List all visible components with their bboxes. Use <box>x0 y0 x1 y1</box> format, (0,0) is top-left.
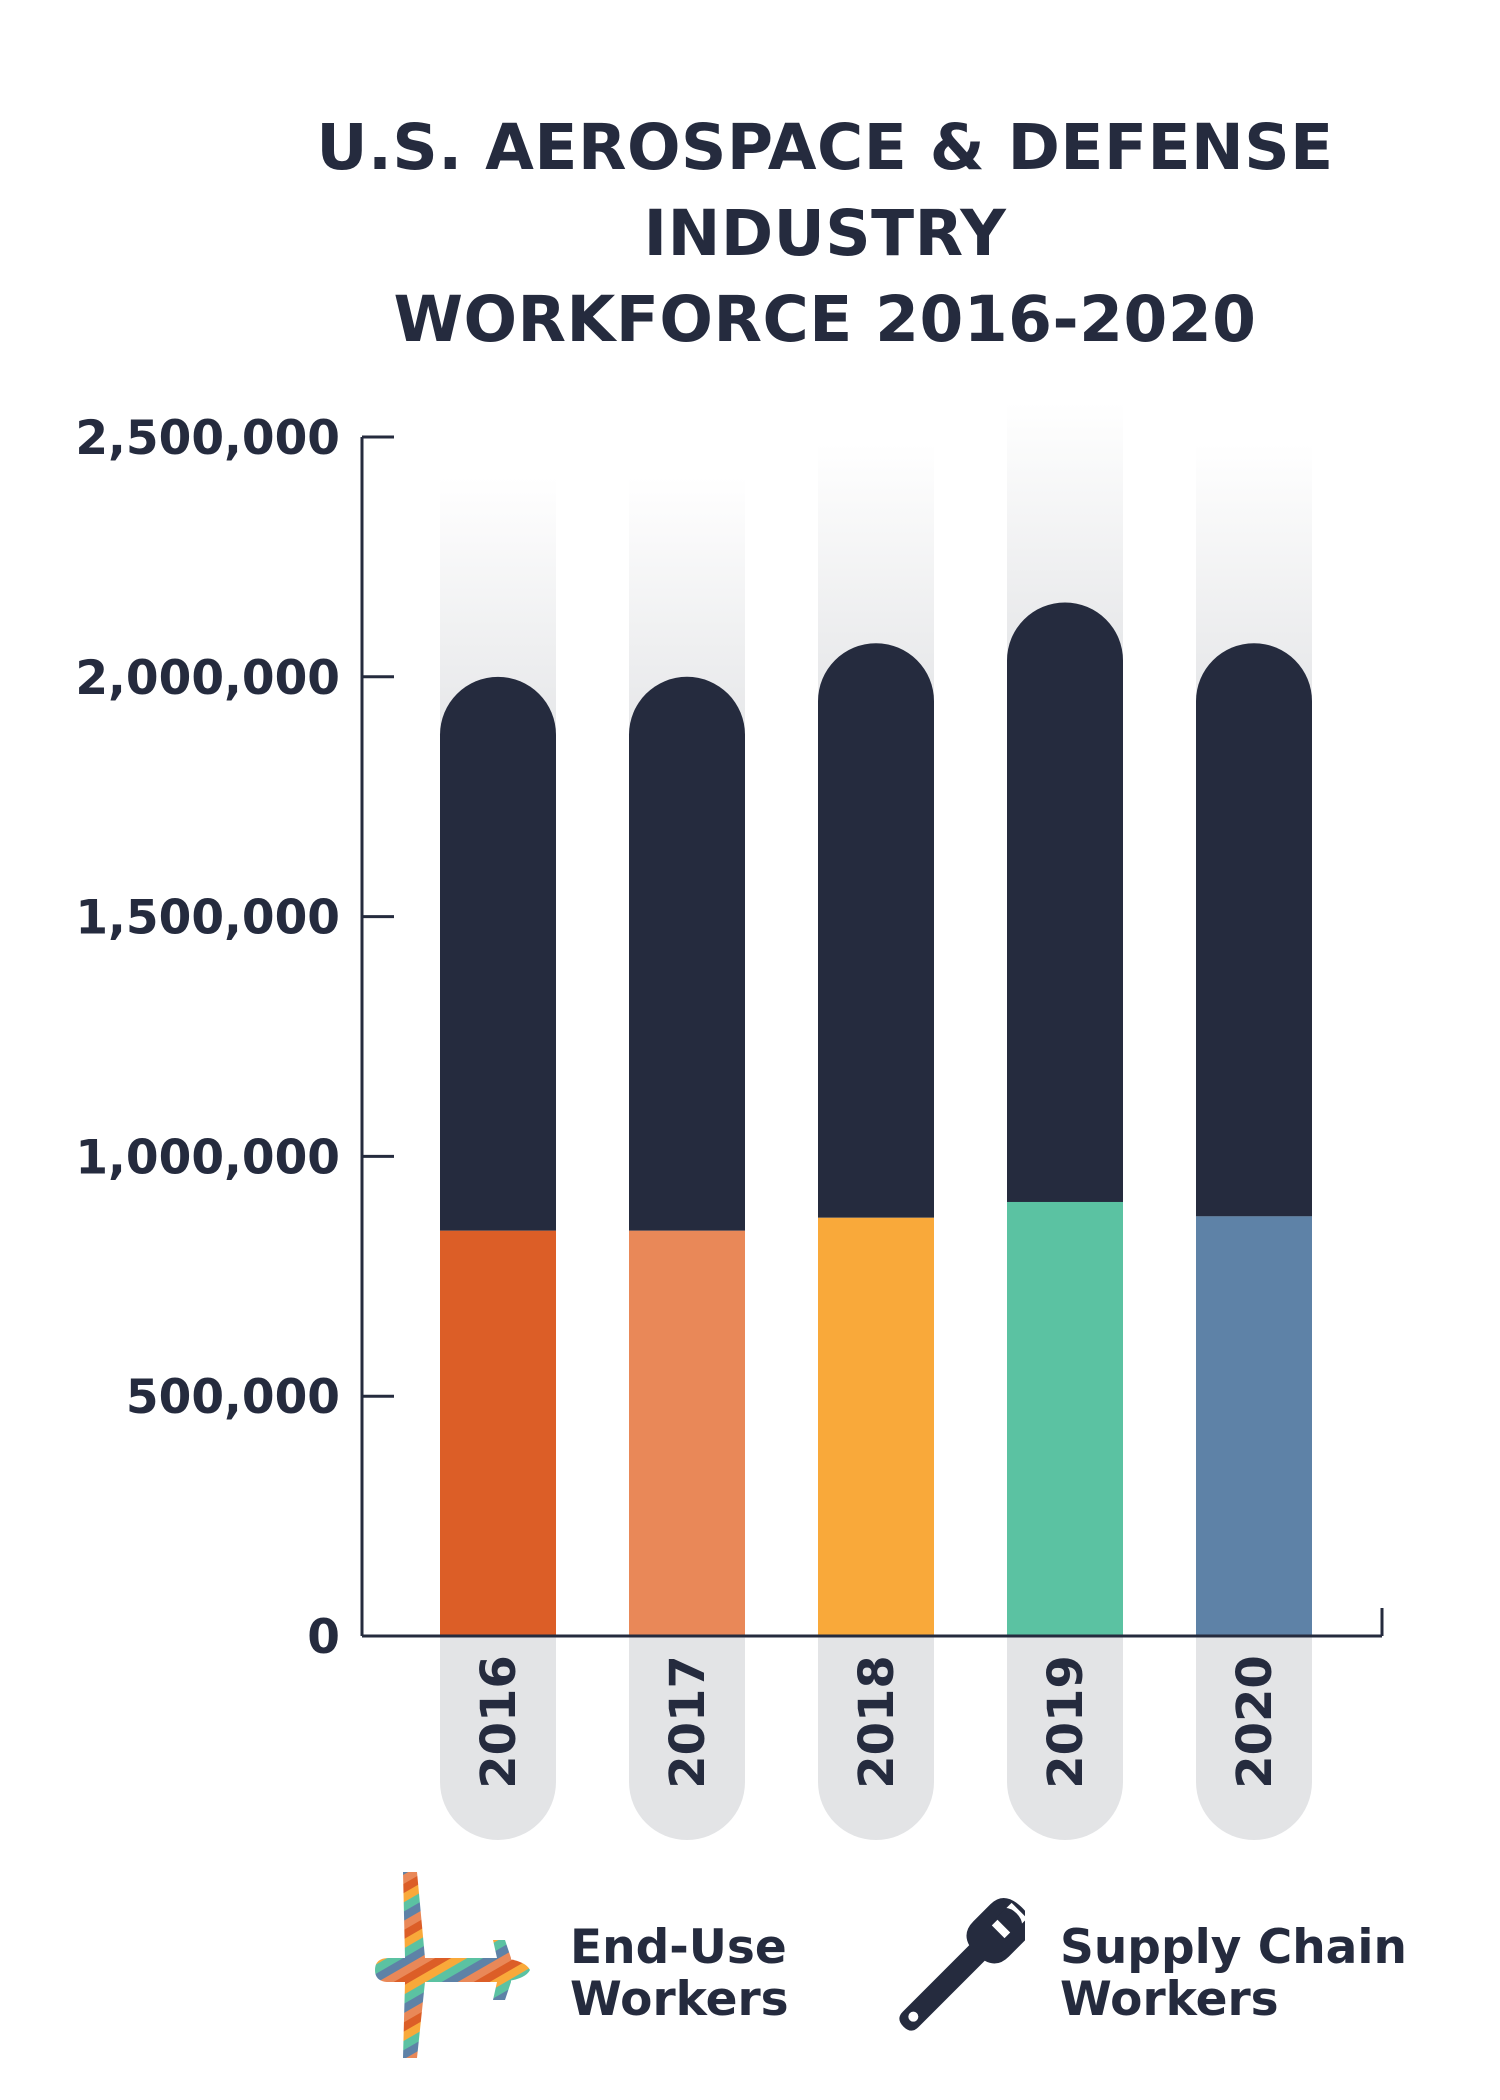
legend-label-supply-chain-line2: Workers <box>1060 1972 1279 2027</box>
bar-end-use-2019 <box>1007 1201 1123 1636</box>
bar-supply-chain-2017 <box>629 676 745 1231</box>
year-pill <box>440 1636 556 1840</box>
year-pill <box>818 1636 934 1840</box>
bar-supply-chain-2020 <box>1196 643 1312 1217</box>
year-pill <box>629 1636 745 1840</box>
legend-item-supply-chain: Supply Chain Workers <box>895 1860 1415 2060</box>
x-tick-label-2019: 2019 <box>1038 1655 1094 1789</box>
bar-supply-chain-2016 <box>440 676 556 1231</box>
x-tick-label-2017: 2017 <box>660 1655 716 1789</box>
bar-end-use-2018 <box>818 1217 934 1636</box>
bar-supply-chain-2019 <box>1007 602 1123 1202</box>
legend-label-supply-chain-line1: Supply Chain <box>1060 1920 1407 1975</box>
airplane-icon <box>375 1872 530 2058</box>
stacked-bar-chart: 2016 2017 2018 2019 2020 0 500,000 1,000,000 1,5… <box>75 402 1384 1840</box>
legend-label-end-use-line2: Workers <box>570 1972 789 2027</box>
wrench-icon <box>899 1898 1025 2031</box>
y-tick-label: 500,000 <box>126 1370 340 1425</box>
legend-label-end-use-line1: End-Use <box>570 1920 787 1975</box>
chart-title: U.S. AEROSPACE & DEFENSE INDUSTRY WORKFO… <box>150 105 1500 363</box>
y-tick-label: 1,500,000 <box>75 891 340 946</box>
x-tick-label-2020: 2020 <box>1227 1655 1283 1789</box>
chart-title-line2: WORKFORCE 2016-2020 <box>393 283 1257 356</box>
legend-label-supply-chain: Supply Chain Workers <box>1060 1922 1407 2026</box>
year-pill <box>1007 1636 1123 1840</box>
chart-title-line1: U.S. AEROSPACE & DEFENSE INDUSTRY <box>316 111 1334 270</box>
bar-end-use-2017 <box>629 1230 745 1636</box>
y-tick-label: 0 <box>307 1610 340 1665</box>
year-pill <box>1196 1636 1312 1840</box>
bar-end-use-2020 <box>1196 1216 1312 1636</box>
bar-end-use-2016 <box>440 1230 556 1636</box>
x-tick-label-2018: 2018 <box>849 1655 905 1789</box>
x-tick-label-2016: 2016 <box>471 1655 527 1789</box>
y-tick-label: 1,000,000 <box>75 1130 340 1185</box>
legend-label-end-use: End-Use Workers <box>570 1922 789 2026</box>
legend-item-end-use: End-Use Workers <box>365 1860 825 2060</box>
y-tick-label: 2,000,000 <box>75 651 340 706</box>
bar-supply-chain-2018 <box>818 643 934 1218</box>
y-tick-label: 2,500,000 <box>75 411 340 466</box>
